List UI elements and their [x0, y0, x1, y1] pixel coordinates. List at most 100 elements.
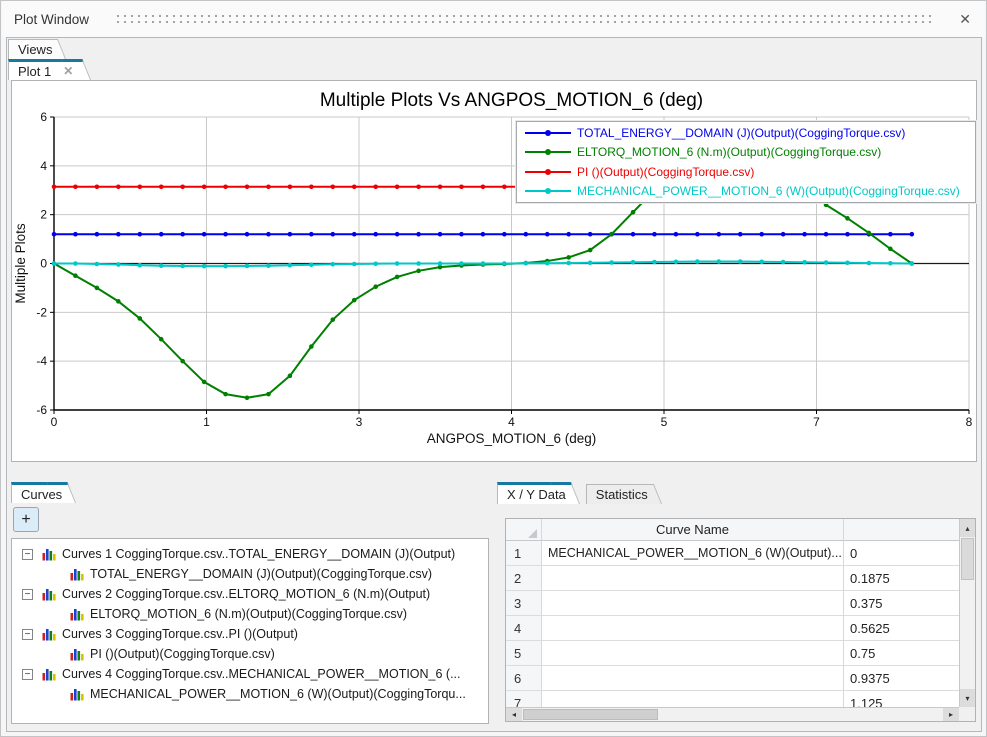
svg-text:0: 0: [51, 415, 58, 429]
svg-text:0: 0: [40, 257, 47, 271]
data-tab-bar: X / Y Data Statistics: [497, 482, 652, 504]
table-corner-cell[interactable]: [506, 519, 542, 541]
curve-chart-icon: [42, 628, 56, 641]
select-all-icon: [528, 529, 537, 538]
curve-group-row[interactable]: − Curves 3 CoggingTorque.csv..PI ()(Outpu…: [12, 624, 488, 644]
table-row[interactable]: 3 0.375: [506, 591, 975, 616]
table-row[interactable]: 50.75: [506, 641, 975, 666]
collapse-icon[interactable]: −: [22, 669, 33, 680]
legend-line-sample: [525, 171, 571, 173]
row-number-cell: 4: [506, 616, 542, 641]
value-cell[interactable]: 0.9375: [844, 666, 975, 691]
curve-group-label: Curves 2 CoggingTorque.csv..ELTORQ_MOTIO…: [62, 587, 430, 601]
curve-group-label: Curves 1 CoggingTorque.csv..TOTAL_ENERGY…: [62, 547, 455, 561]
tab-xy-data[interactable]: X / Y Data: [497, 482, 570, 504]
curve-child-row[interactable]: PI ()(Output)(CoggingTorque.csv): [12, 644, 488, 664]
curve-name-cell[interactable]: [542, 566, 844, 591]
curve-group-label: Curves 3 CoggingTorque.csv..PI ()(Output…: [62, 627, 298, 641]
content-area: Views Plot 1 ✕ 01345786420-2-4-6Multiple…: [6, 37, 982, 732]
curve-chart-icon: [42, 588, 56, 601]
tab-statistics-label: Statistics: [596, 487, 648, 502]
add-curve-button[interactable]: +: [13, 507, 39, 532]
row-number-cell: 1: [506, 541, 542, 566]
tab-statistics[interactable]: Statistics: [586, 484, 652, 504]
legend-label: PI ()(Output)(CoggingTorque.csv): [577, 165, 754, 179]
curve-chart-icon: [70, 688, 84, 701]
chart-legend: TOTAL_ENERGY__DOMAIN (J)(Output)(Cogging…: [516, 121, 976, 203]
row-number-cell: 3: [506, 591, 542, 616]
curve-group-row[interactable]: − Curves 1 CoggingTorque.csv..TOTAL_ENERG…: [12, 544, 488, 564]
row-number-cell: 6: [506, 666, 542, 691]
table-header-row: Curve Name: [506, 519, 975, 541]
curve-chart-icon: [70, 568, 84, 581]
legend-entry: ELTORQ_MOTION_6 (N.m)(Output)(CoggingTor…: [525, 143, 975, 162]
legend-label: ELTORQ_MOTION_6 (N.m)(Output)(CoggingTor…: [577, 145, 881, 159]
curve-group-label: Curves 4 CoggingTorque.csv..MECHANICAL_P…: [62, 667, 461, 681]
collapse-icon[interactable]: −: [22, 589, 33, 600]
window-title: Plot Window: [14, 12, 89, 27]
svg-text:7: 7: [813, 415, 820, 429]
curve-name-cell[interactable]: [542, 591, 844, 616]
horizontal-scrollbar[interactable]: ◂ ▸: [506, 707, 959, 721]
tab-curves-label: Curves: [21, 487, 62, 502]
value-cell[interactable]: 0.1875: [844, 566, 975, 591]
chart-panel: 01345786420-2-4-6Multiple Plots Vs ANGPO…: [11, 80, 977, 462]
curve-name-cell[interactable]: MECHANICAL_POWER__MOTION_6 (W)(Output)..…: [542, 541, 844, 566]
legend-line-sample: [525, 151, 571, 153]
svg-text:2: 2: [40, 208, 47, 222]
table-row[interactable]: 20.1875: [506, 566, 975, 591]
curve-group-row[interactable]: − Curves 2 CoggingTorque.csv..ELTORQ_MOTI…: [12, 584, 488, 604]
value-cell[interactable]: 0.375: [844, 591, 975, 616]
tab-views[interactable]: Views: [8, 39, 56, 59]
curve-name-cell[interactable]: [542, 616, 844, 641]
curve-name-header[interactable]: Curve Name: [542, 519, 844, 541]
curve-child-row[interactable]: TOTAL_ENERGY__DOMAIN (J)(Output)(Cogging…: [12, 564, 488, 584]
curve-child-label: PI ()(Output)(CoggingTorque.csv): [90, 647, 275, 661]
tab-plot-1[interactable]: Plot 1 ✕: [8, 59, 81, 80]
value-cell[interactable]: 0.75: [844, 641, 975, 666]
collapse-icon[interactable]: −: [22, 629, 33, 640]
curve-name-cell[interactable]: [542, 666, 844, 691]
curve-child-label: MECHANICAL_POWER__MOTION_6 (W)(Output)(C…: [90, 687, 466, 701]
svg-text:5: 5: [661, 415, 668, 429]
legend-entry: MECHANICAL_POWER__MOTION_6 (W)(Output)(C…: [525, 182, 975, 201]
curve-group-row[interactable]: − Curves 4 CoggingTorque.csv..MECHANICAL_…: [12, 664, 488, 684]
table-row[interactable]: 6 0.9375: [506, 666, 975, 691]
scroll-left-icon[interactable]: ◂: [506, 708, 522, 721]
curve-name-cell[interactable]: [542, 641, 844, 666]
scroll-up-icon[interactable]: ▴: [960, 519, 975, 537]
collapse-icon[interactable]: −: [22, 549, 33, 560]
horizontal-scroll-thumb[interactable]: [523, 709, 658, 720]
plot-window: Plot Window ✕ Views Plot 1 ✕ 01345786420…: [0, 0, 987, 737]
value-header[interactable]: [844, 519, 975, 541]
curves-tree: − Curves 1 CoggingTorque.csv..TOTAL_ENERG…: [11, 538, 489, 724]
scroll-right-icon[interactable]: ▸: [943, 708, 959, 721]
scroll-down-icon[interactable]: ▾: [960, 689, 975, 707]
legend-label: MECHANICAL_POWER__MOTION_6 (W)(Output)(C…: [577, 184, 960, 198]
svg-text:4: 4: [508, 415, 515, 429]
svg-text:-6: -6: [36, 403, 47, 417]
svg-text:3: 3: [356, 415, 363, 429]
tab-curves[interactable]: Curves: [11, 482, 66, 503]
table-row[interactable]: 1MECHANICAL_POWER__MOTION_6 (W)(Output).…: [506, 541, 975, 566]
table-row[interactable]: 4 0.5625: [506, 616, 975, 641]
value-cell[interactable]: 0.5625: [844, 616, 975, 641]
svg-text:1: 1: [203, 415, 210, 429]
svg-text:-4: -4: [36, 354, 47, 368]
vertical-scroll-thumb[interactable]: [961, 538, 974, 580]
curve-chart-icon: [42, 548, 56, 561]
svg-text:ANGPOS_MOTION_6 (deg): ANGPOS_MOTION_6 (deg): [427, 431, 597, 446]
legend-label: TOTAL_ENERGY__DOMAIN (J)(Output)(Cogging…: [577, 126, 905, 140]
svg-text:-2: -2: [36, 305, 47, 319]
scrollbar-corner: [959, 707, 975, 721]
curve-child-row[interactable]: MECHANICAL_POWER__MOTION_6 (W)(Output)(C…: [12, 684, 488, 704]
legend-line-sample: [525, 132, 571, 134]
legend-line-sample: [525, 190, 571, 192]
value-cell[interactable]: 0: [844, 541, 975, 566]
tab-close-icon[interactable]: ✕: [63, 64, 73, 78]
vertical-scrollbar[interactable]: ▴ ▾: [959, 519, 975, 707]
curve-child-row[interactable]: ELTORQ_MOTION_6 (N.m)(Output)(CoggingTor…: [12, 604, 488, 624]
drag-handle-icon[interactable]: [117, 15, 931, 23]
window-close-icon[interactable]: ✕: [957, 11, 973, 28]
title-bar: Plot Window ✕: [2, 1, 985, 37]
